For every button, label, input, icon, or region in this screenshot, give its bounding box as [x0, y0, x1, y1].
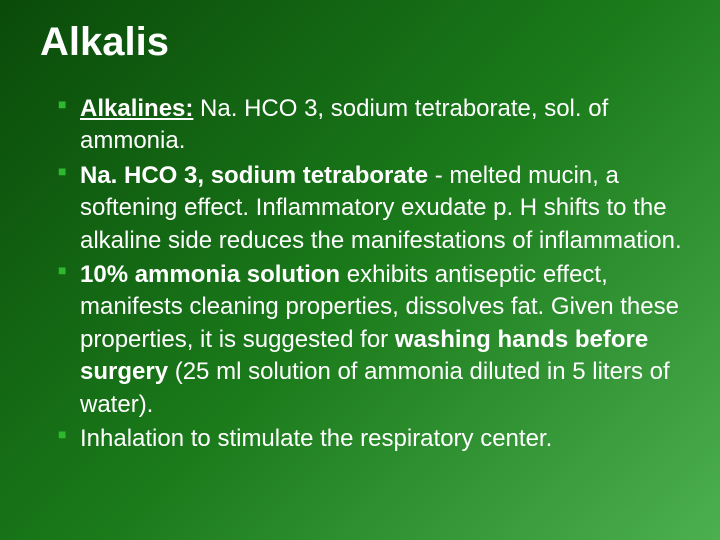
text-segment: (25 ml solution of ammonia diluted in 5 … [80, 358, 670, 417]
list-item: Alkalines: Na. HCO 3, sodium tetraborate… [58, 93, 690, 158]
text-segment: Inhalation to stimulate the respiratory … [80, 425, 552, 452]
text-segment: Alkalines: [80, 95, 193, 122]
list-item: Inhalation to stimulate the respiratory … [58, 423, 690, 455]
slide-title: Alkalis [40, 20, 690, 65]
text-segment: Na. HCO 3, sodium tetraborate [80, 162, 428, 189]
bullet-list: Alkalines: Na. HCO 3, sodium tetraborate… [40, 93, 690, 455]
list-item: Na. HCO 3, sodium tetraborate - melted m… [58, 160, 690, 257]
text-segment: 10% ammonia solution [80, 261, 340, 288]
list-item: 10% ammonia solution exhibits antiseptic… [58, 259, 690, 421]
